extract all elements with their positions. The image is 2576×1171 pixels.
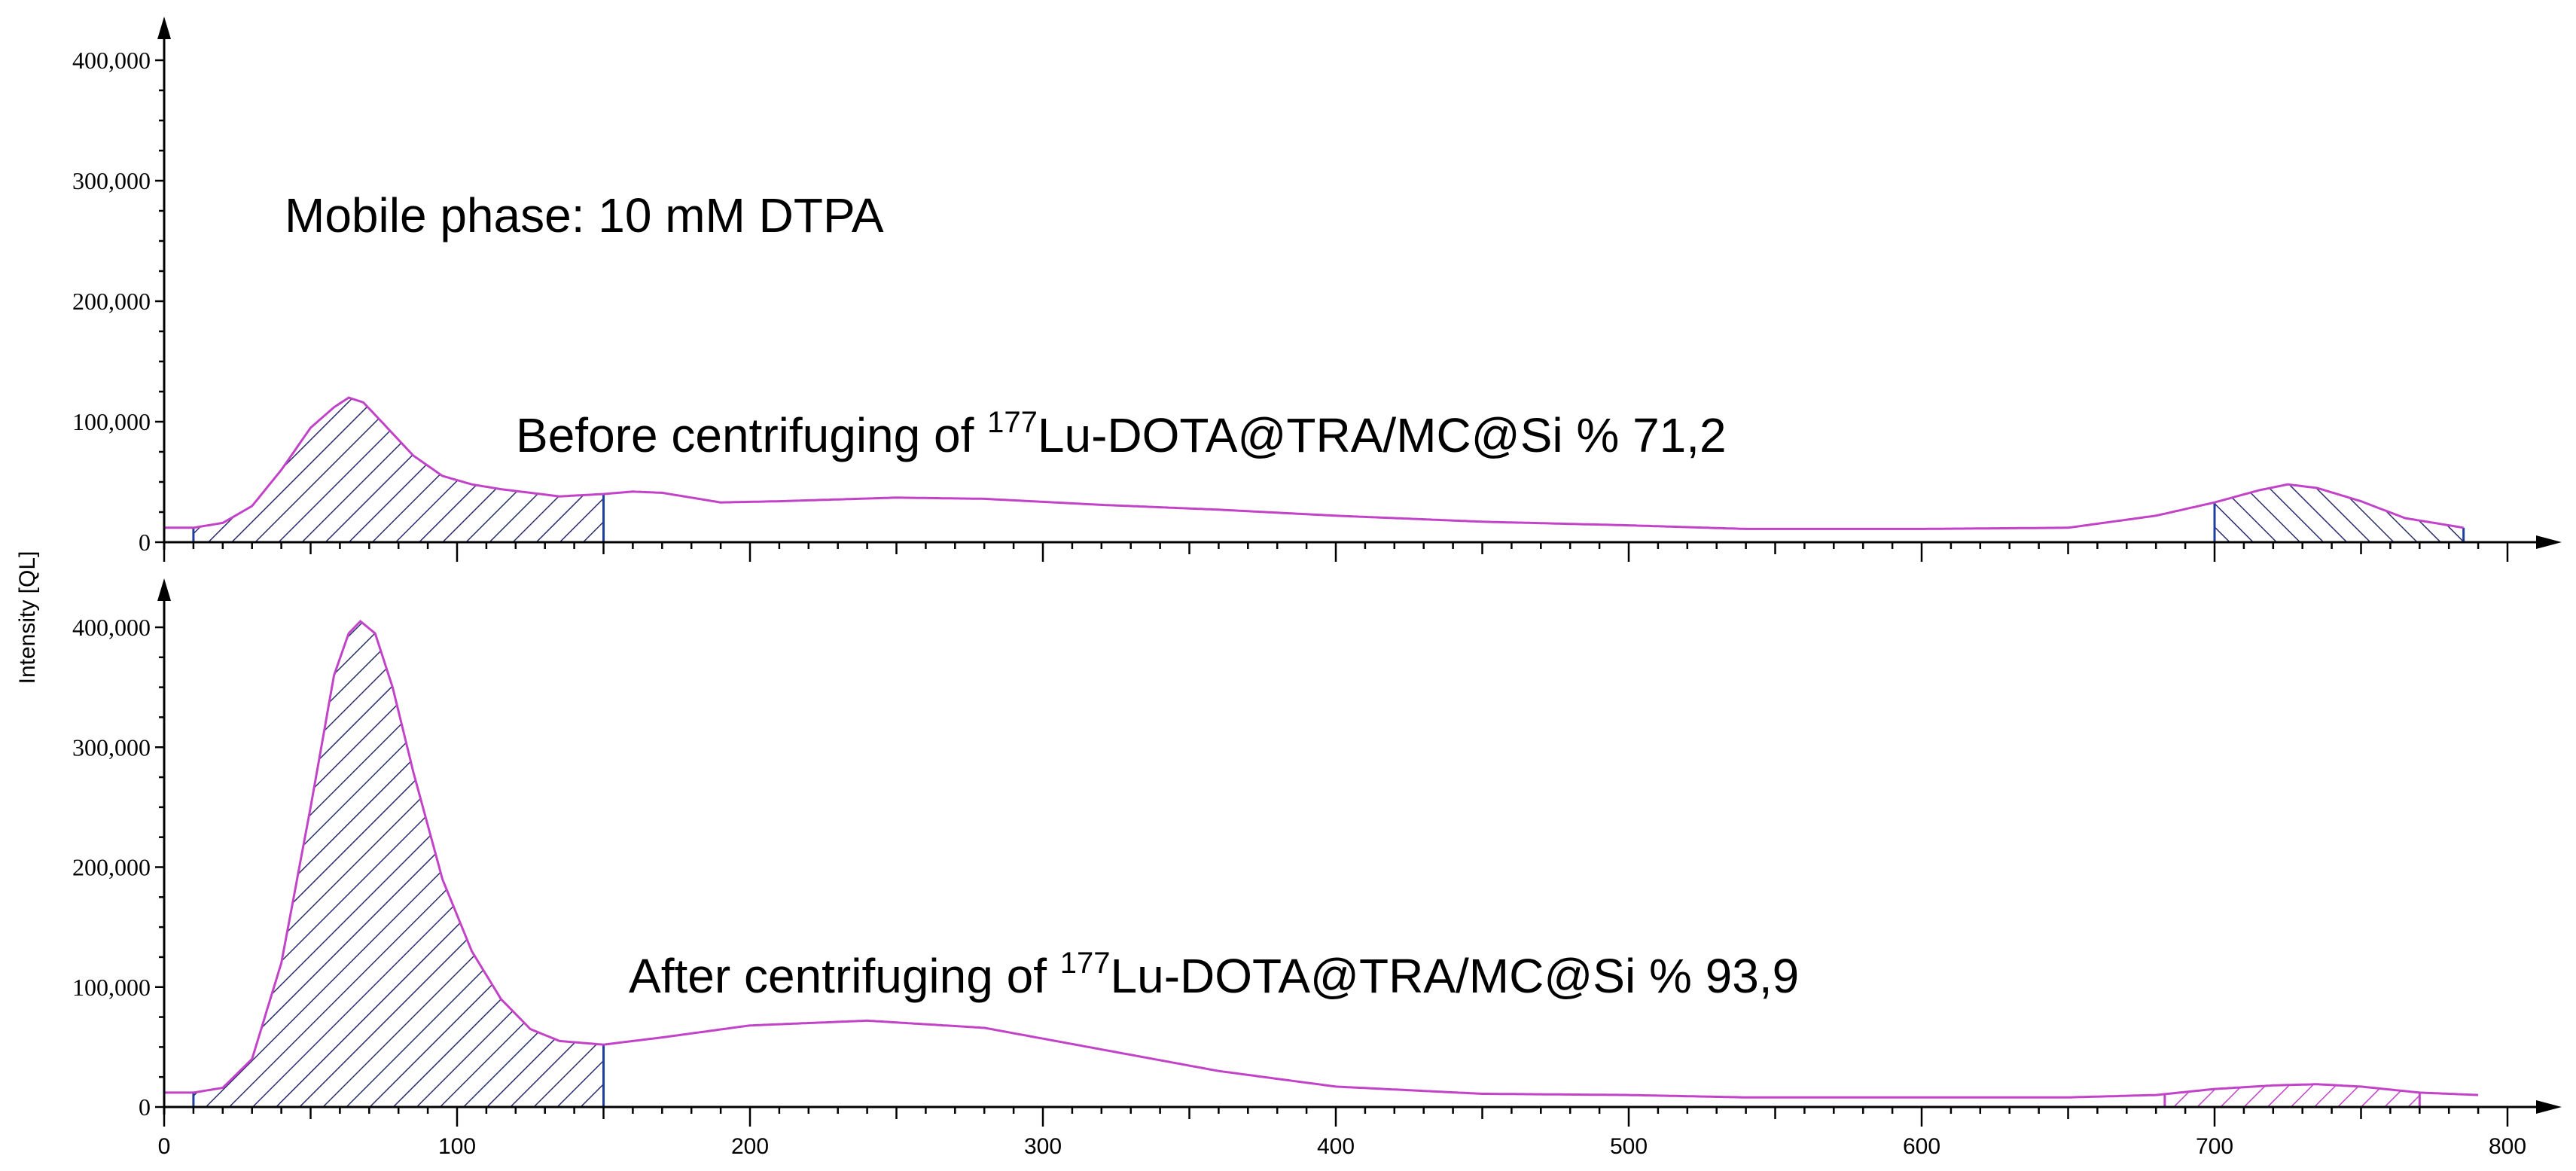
x-axis-arrow (2536, 1100, 2562, 1114)
x-tick-label: 700 (2196, 1134, 2233, 1159)
y-tick-label: 200,000 (72, 288, 151, 315)
x-tick-label: 300 (1024, 1134, 1062, 1159)
roi-region-1 (193, 621, 604, 1107)
roi-region-1 (193, 398, 604, 542)
x-tick-label: 200 (731, 1134, 769, 1159)
bottom-trace-layer (164, 619, 2479, 1099)
roi-region-2 (2164, 1084, 2420, 1107)
top-panel: 0 100,000 200,000 300,000 400,000 Mobile pha… (72, 17, 2562, 562)
x-tick-label: 500 (1610, 1134, 1648, 1159)
x-tick-label: 0 (158, 1134, 171, 1159)
intensity-trace (164, 396, 2464, 530)
mobile-phase-annotation: Mobile phase: 10 mM DTPA (285, 188, 884, 242)
y-tick-label: 0 (139, 529, 151, 556)
after-centrifuging-annotation: After centrifuging of 177Lu-DOTA@TRA/MC@… (629, 947, 1799, 1003)
x-tick-label: 400 (1317, 1134, 1355, 1159)
before-text-prefix: Before centrifuging of (516, 408, 987, 462)
y-tick-label: 100,000 (72, 408, 151, 435)
bottom-panel: 0 100,000 200,000 300,000 400,000 0 100 200 300 4… (72, 578, 2562, 1159)
y-tick-label: 400,000 (72, 614, 151, 641)
before-text-suffix: Lu-DOTA@TRA/MC@Si % 71,2 (1038, 408, 1727, 462)
roi-region-2 (2215, 484, 2464, 542)
y-tick-label: 300,000 (72, 733, 151, 761)
top-axes: 0 100,000 200,000 300,000 400,000 (72, 17, 2562, 562)
y-tick-label: 0 (139, 1093, 151, 1121)
y-tick-label: 200,000 (72, 854, 151, 881)
x-tick-label: 600 (1903, 1134, 1940, 1159)
bottom-roi-layer (192, 621, 2421, 1107)
after-text-suffix: Lu-DOTA@TRA/MC@Si % 93,9 (1111, 949, 1800, 1003)
top-roi-layer (192, 398, 2465, 542)
y-tick-label: 300,000 (72, 167, 151, 194)
y-axis-arrow (157, 578, 171, 601)
y-axis-title: Intensity [QL] (15, 551, 40, 685)
bottom-axes: 0 100,000 200,000 300,000 400,000 0 100 200 300 4… (72, 578, 2562, 1159)
mobile-phase-text: Mobile phase: 10 mM DTPA (285, 188, 884, 242)
y-tick-label: 100,000 (72, 974, 151, 1001)
after-text-prefix: After centrifuging of (629, 949, 1060, 1003)
before-isotope-superscript: 177 (987, 406, 1038, 439)
intensity-trace (164, 619, 2479, 1099)
before-centrifuging-annotation: Before centrifuging of 177Lu-DOTA@TRA/MC… (516, 406, 1727, 462)
top-trace-layer (164, 396, 2464, 530)
x-axis-arrow (2536, 535, 2562, 549)
y-tick-label: 400,000 (72, 47, 151, 74)
y-axis-arrow (157, 17, 171, 39)
x-tick-label: 100 (438, 1134, 476, 1159)
x-tick-label: 800 (2489, 1134, 2526, 1159)
after-isotope-superscript: 177 (1060, 947, 1111, 980)
